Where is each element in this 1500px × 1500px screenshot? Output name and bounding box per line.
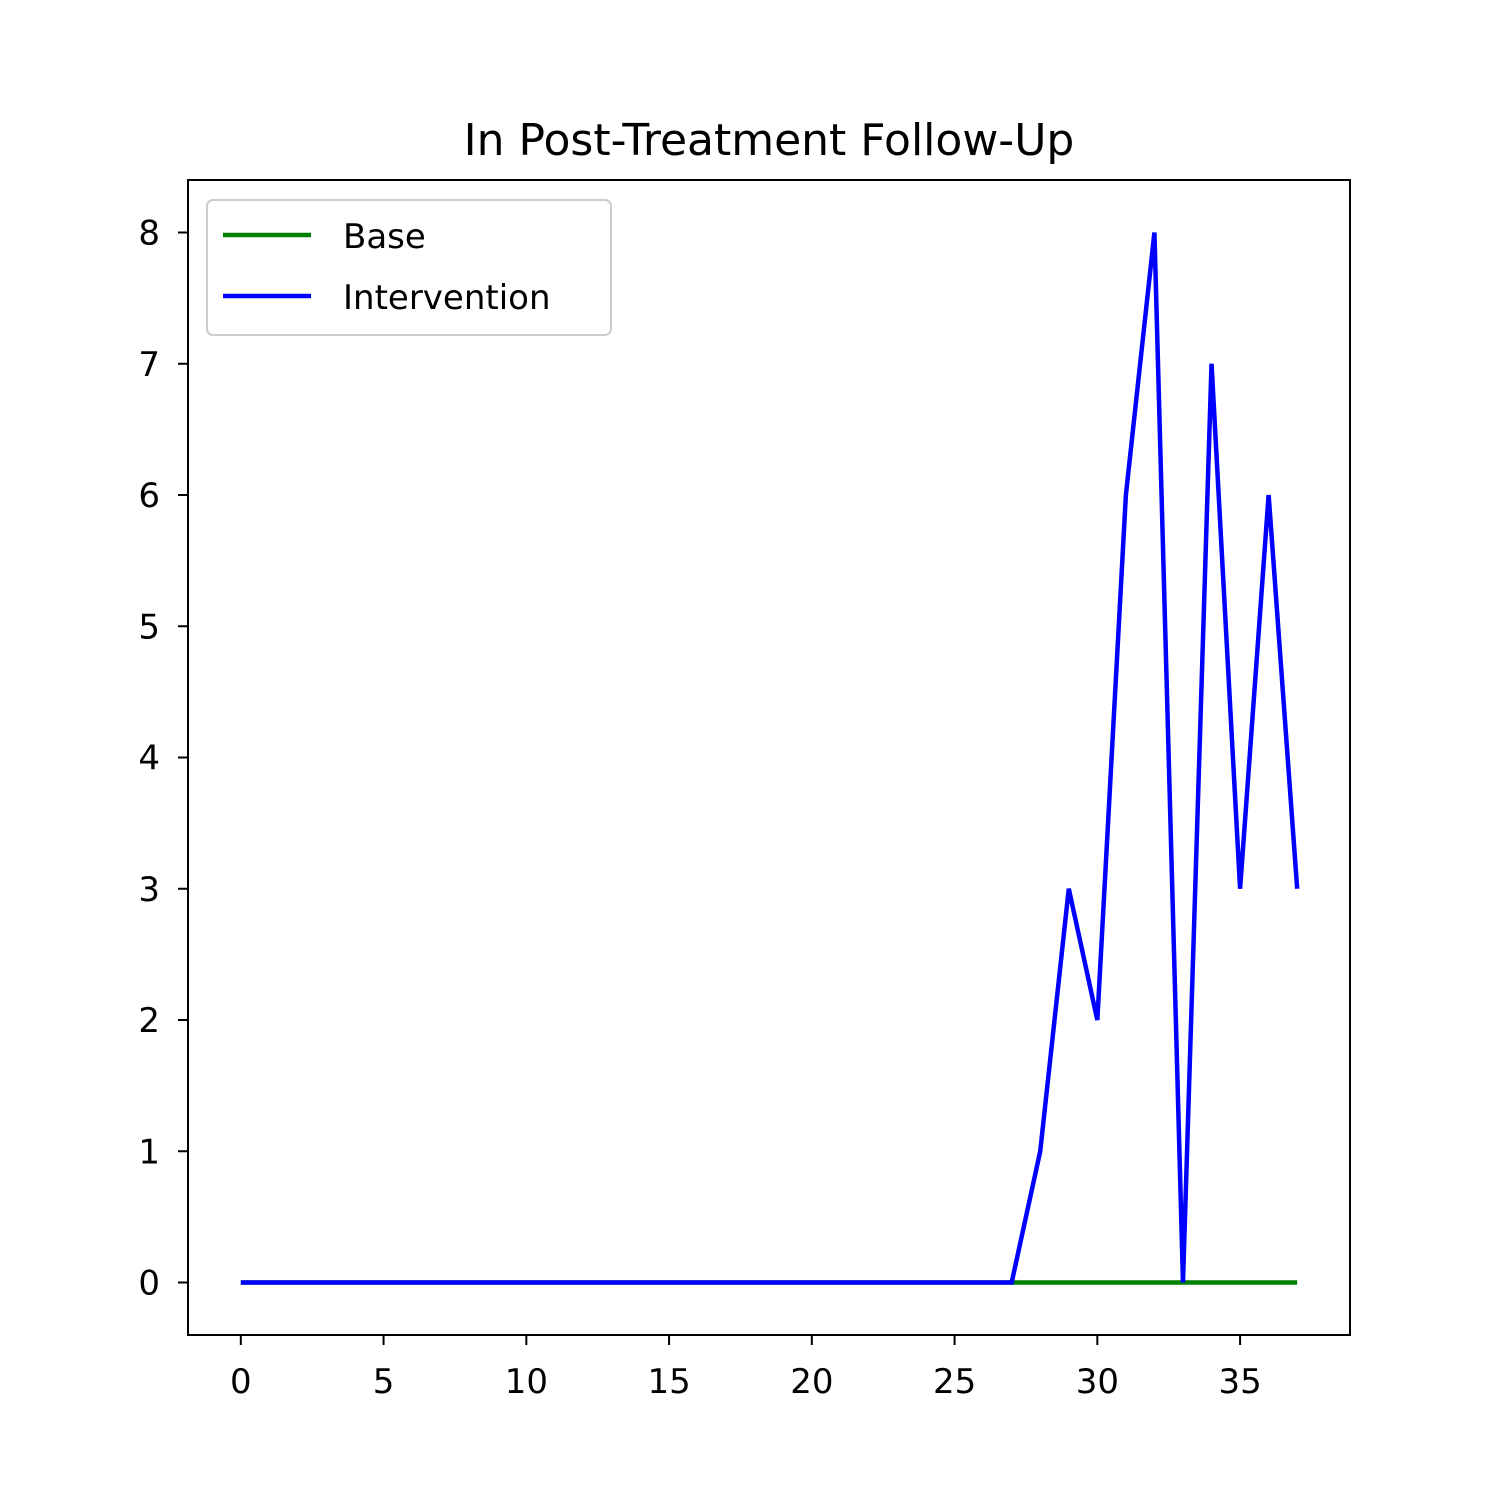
y-tick-label: 7 bbox=[138, 345, 160, 385]
x-axis: 0 5 10 15 20 25 30 35 bbox=[230, 1335, 1262, 1402]
legend-label: Intervention bbox=[343, 278, 551, 318]
series-line-intervention bbox=[240, 232, 1300, 1285]
chart-title: In Post-Treatment Follow-Up bbox=[464, 115, 1075, 166]
y-tick-label: 0 bbox=[138, 1264, 160, 1304]
x-tick-label: 35 bbox=[1218, 1362, 1261, 1402]
legend: Base Intervention bbox=[206, 199, 612, 336]
y-tick-label: 4 bbox=[138, 739, 160, 779]
x-tick-label: 15 bbox=[647, 1362, 690, 1402]
x-tick-label: 10 bbox=[505, 1362, 548, 1402]
x-tick-label: 30 bbox=[1076, 1362, 1119, 1402]
legend-label: Base bbox=[343, 217, 426, 257]
y-tick-label: 5 bbox=[138, 607, 160, 647]
y-tick-label: 8 bbox=[138, 214, 160, 254]
x-tick-label: 0 bbox=[230, 1362, 252, 1402]
y-axis: 0 1 2 3 4 5 6 7 8 bbox=[138, 214, 188, 1304]
x-tick-label: 5 bbox=[373, 1362, 395, 1402]
y-tick-label: 6 bbox=[138, 476, 160, 516]
x-tick-label: 25 bbox=[933, 1362, 976, 1402]
plot-area bbox=[240, 232, 1300, 1285]
x-tick-label: 20 bbox=[790, 1362, 833, 1402]
y-tick-label: 2 bbox=[138, 1001, 160, 1041]
y-tick-label: 1 bbox=[138, 1132, 160, 1172]
y-tick-label: 3 bbox=[138, 870, 160, 910]
